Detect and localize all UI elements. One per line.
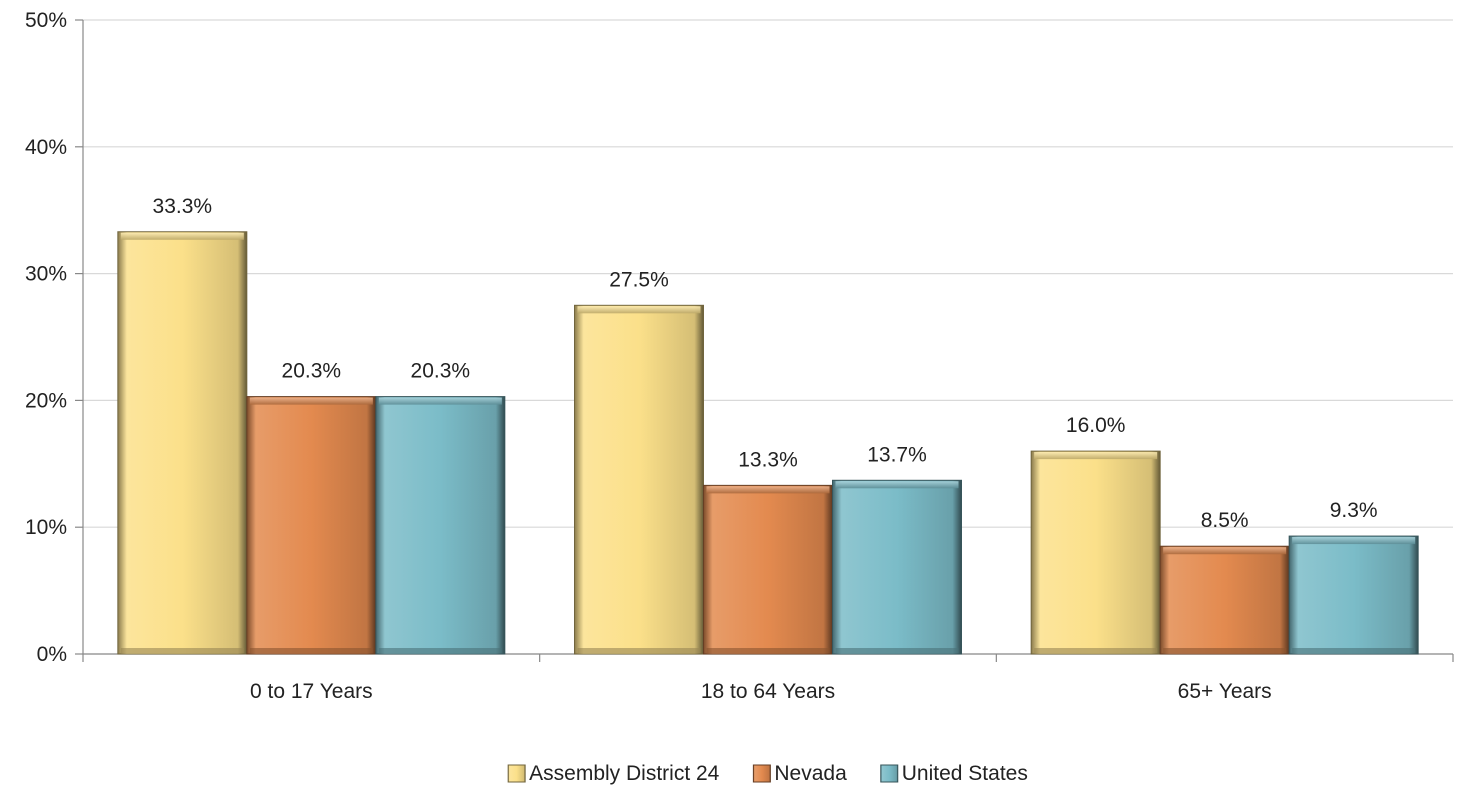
y-tick-label: 0% [37, 643, 67, 666]
data-label: 13.3% [738, 448, 798, 471]
x-category-label: 18 to 64 Years [701, 680, 835, 703]
bar [1288, 535, 1419, 655]
bar [375, 396, 506, 655]
data-label: 20.3% [411, 360, 471, 383]
data-labels: 33.3% 20.3% 20.3% 27.5% 13.3% 13.7% 16.0% 8.5% 9… [153, 195, 1378, 532]
legend: Assembly District 24 Nevada United States [507, 762, 1028, 785]
data-label: 20.3% [282, 360, 342, 383]
legend-label: United States [902, 762, 1028, 785]
bar [703, 484, 833, 655]
legend-label: Assembly District 24 [529, 762, 720, 785]
legend-label: Nevada [774, 762, 847, 785]
legend-swatch [880, 764, 899, 783]
y-tick-label: 10% [25, 516, 67, 539]
legend-swatch [752, 764, 771, 783]
legend-item: Nevada [752, 762, 847, 785]
y-axis-labels: 0% 10% 20% 30% 40% 50% [25, 9, 67, 666]
data-label: 9.3% [1330, 499, 1378, 522]
data-label: 13.7% [867, 443, 927, 466]
bar [117, 231, 248, 655]
legend-item: United States [880, 762, 1028, 785]
y-tick-label: 20% [25, 389, 67, 412]
data-label: 33.3% [153, 195, 213, 218]
data-label: 27.5% [609, 268, 669, 291]
data-label: 8.5% [1201, 509, 1249, 532]
legend-item: Assembly District 24 [507, 762, 720, 785]
x-category-label: 65+ Years [1178, 680, 1272, 703]
data-label: 16.0% [1066, 414, 1126, 437]
x-category-label: 0 to 17 Years [250, 680, 373, 703]
bar [246, 396, 377, 655]
bar [574, 304, 704, 655]
legend-swatch [507, 764, 526, 783]
y-tick-label: 40% [25, 136, 67, 159]
bars [117, 231, 1419, 655]
x-axis-labels: 0 to 17 Years 18 to 64 Years 65+ Years [250, 680, 1272, 703]
y-tick-label: 50% [25, 9, 67, 32]
y-tick-label: 30% [25, 263, 67, 286]
bar [1030, 450, 1161, 655]
bar [1159, 545, 1290, 655]
bar [832, 479, 962, 655]
